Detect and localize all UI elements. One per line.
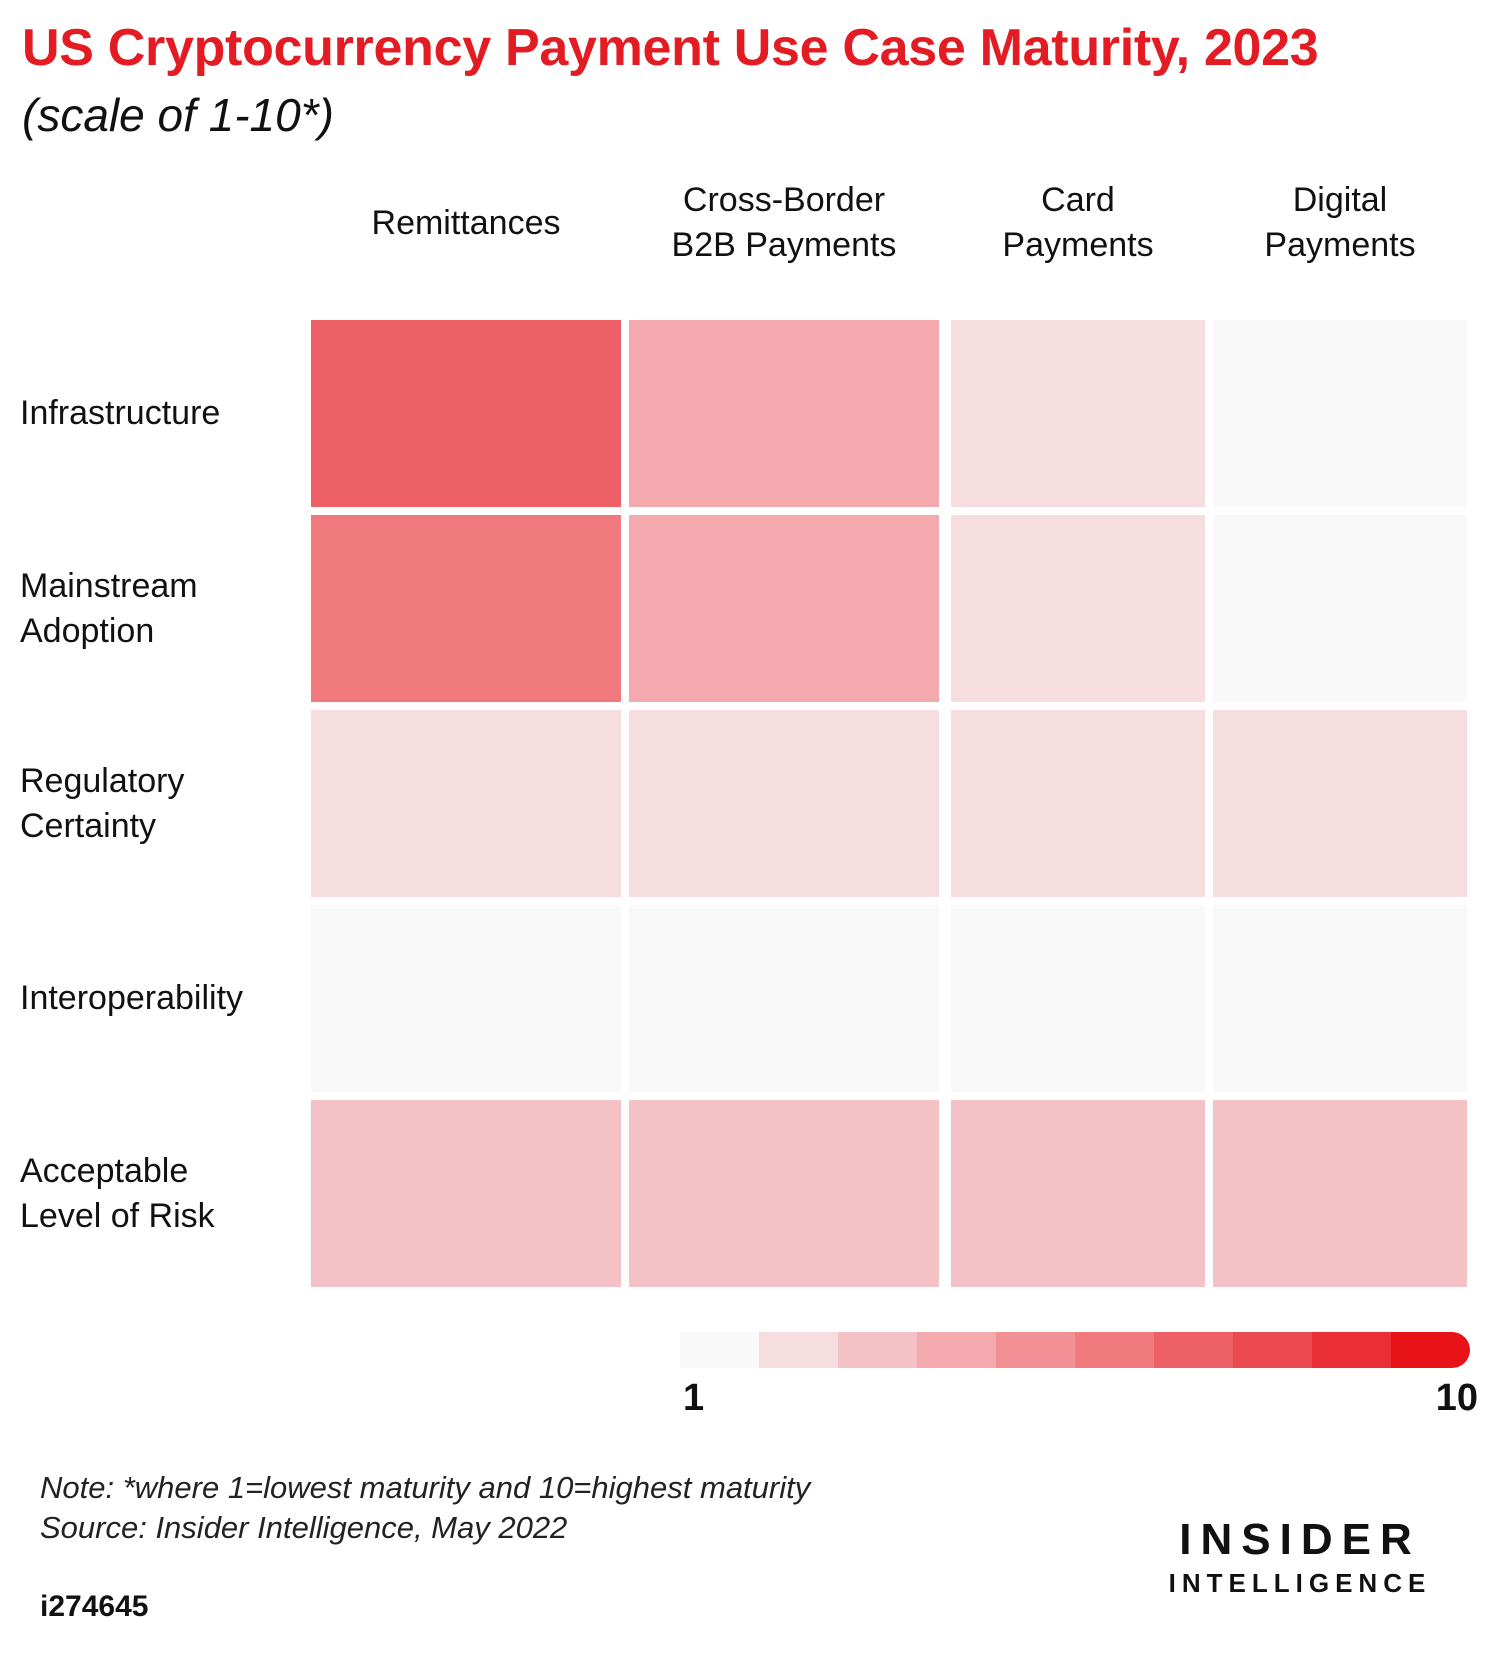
row-label-0: Infrastructure xyxy=(20,394,221,432)
heatmap-cell xyxy=(311,515,621,702)
heatmap-cell xyxy=(629,1100,939,1287)
legend-swatch xyxy=(1312,1332,1391,1368)
heatmap-cell xyxy=(951,515,1205,702)
footnote-source: Source: Insider Intelligence, May 2022 xyxy=(40,1510,568,1545)
heatmap-cell xyxy=(951,905,1205,1092)
legend-swatch xyxy=(680,1332,759,1368)
legend-swatch xyxy=(759,1332,838,1368)
heatmap-cell xyxy=(311,320,621,507)
heatmap-cell xyxy=(1213,515,1467,702)
column-header-0: Remittances xyxy=(371,203,561,242)
row-label-3: Interoperability xyxy=(20,979,244,1017)
legend-swatch xyxy=(1391,1332,1470,1368)
heatmap-cell xyxy=(1213,710,1467,897)
heatmap-cell xyxy=(311,905,621,1092)
heatmap-cell xyxy=(311,1100,621,1287)
chart-subtitle: (scale of 1-10*) xyxy=(22,89,334,141)
color-scale-legend xyxy=(680,1332,1470,1368)
heatmap-cell xyxy=(1213,1100,1467,1287)
chart-id: i274645 xyxy=(40,1590,149,1623)
heatmap-cell xyxy=(951,710,1205,897)
column-header-1: Cross-Border B2B Payments xyxy=(671,181,897,264)
legend-swatch xyxy=(1075,1332,1154,1368)
heatmap-cell xyxy=(629,905,939,1092)
legend-swatch xyxy=(917,1332,996,1368)
legend-swatch xyxy=(1233,1332,1312,1368)
legend-swatch xyxy=(996,1332,1075,1368)
legend-min-label: 1 xyxy=(683,1377,705,1419)
heatmap-cell xyxy=(1213,905,1467,1092)
heatmap-cell xyxy=(951,1100,1205,1287)
legend-swatch xyxy=(1154,1332,1233,1368)
heatmap-cell xyxy=(629,710,939,897)
column-header-2: Card Payments xyxy=(1002,181,1154,264)
row-label-4: Acceptable Level of Risk xyxy=(20,1151,215,1235)
heatmap-cell xyxy=(629,515,939,702)
legend-swatch xyxy=(838,1332,917,1368)
heatmap-cell xyxy=(1213,320,1467,507)
row-label-2: Regulatory Certainty xyxy=(20,761,185,845)
heatmap-cell xyxy=(951,320,1205,507)
heatmap-cell xyxy=(629,320,939,507)
heatmap-cell xyxy=(311,710,621,897)
footnote-note: Note: *where 1=lowest maturity and 10=hi… xyxy=(40,1470,811,1505)
brand-logo-insider: INSIDER xyxy=(1179,1515,1421,1564)
chart-title: US Cryptocurrency Payment Use Case Matur… xyxy=(22,19,1319,77)
brand-logo-intelligence: INTELLIGENCE xyxy=(1168,1568,1432,1598)
row-label-1: Mainstream Adoption xyxy=(20,566,198,650)
legend-max-label: 10 xyxy=(1435,1377,1478,1419)
column-header-3: Digital Payments xyxy=(1264,181,1416,264)
